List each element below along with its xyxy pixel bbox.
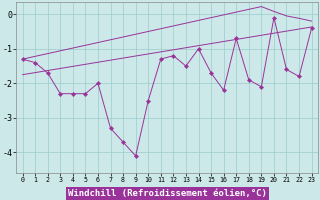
X-axis label: Windchill (Refroidissement éolien,°C): Windchill (Refroidissement éolien,°C) (68, 189, 267, 198)
